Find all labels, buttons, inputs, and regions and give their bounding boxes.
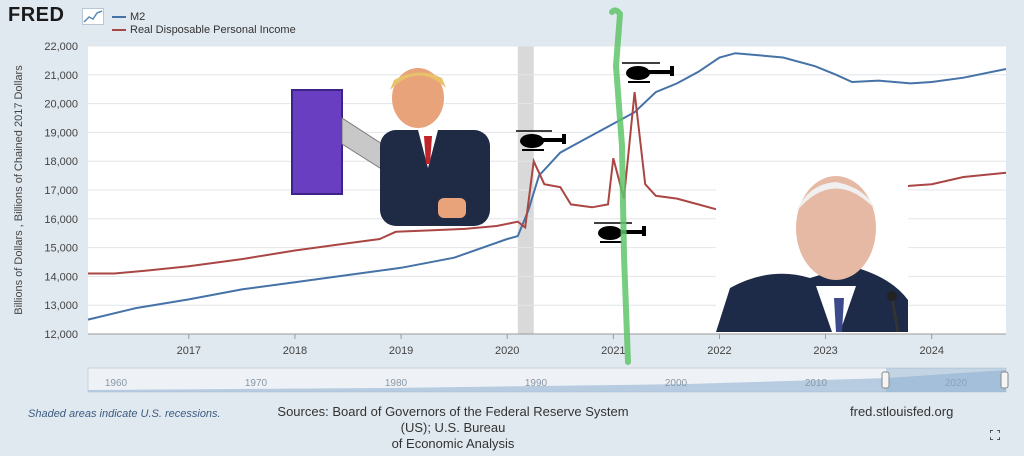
navigator-selection [886,368,1006,392]
helicopter-icon [516,130,566,151]
trump-with-saw-photo [291,68,490,226]
navigator-label: 1980 [385,378,408,389]
legend-item-income[interactable]: Real Disposable Personal Income [112,23,296,36]
series-line-m2 [87,52,1007,321]
purple-board [291,89,343,195]
x-tick-label: 2021 [601,345,625,357]
navigator-label: 2010 [805,378,828,389]
y-tick-label: 13,000 [44,300,78,312]
y-tick-label: 20,000 [44,99,78,111]
fred-chart-icon [82,8,104,25]
x-tick-label: 2024 [919,345,943,357]
y-tick-label: 15,000 [44,243,78,255]
site-link[interactable]: fred.stlouisfed.org [850,404,954,419]
red-tie [424,136,432,164]
navigator-series [88,370,1006,392]
suit [716,266,908,332]
x-tick-label: 2020 [495,345,519,357]
x-tick-label: 2019 [389,345,413,357]
green-vertical-marker [609,7,631,365]
navigator-handle-right [1000,371,1009,389]
recession-note: Shaded areas indicate U.S. recessions. [28,408,221,420]
helicopter-icon [622,62,674,83]
fred-logo[interactable]: FRED [8,4,65,26]
y-axis-label: Billions of Dollars , Billions of Chaine… [13,65,25,315]
legend: M2 Real Disposable Personal Income [112,10,296,36]
y-tick-label: 19,000 [44,127,78,139]
x-tick-label: 2023 [813,345,837,357]
sources-line-1: Sources: Board of Governors of the Feder… [277,404,629,435]
legend-item-m2[interactable]: M2 [112,10,296,23]
y-tick-label: 18,000 [44,156,78,168]
microphone [890,297,900,332]
navigator-label: 2020 [945,378,968,389]
sources-text: Sources: Board of Governors of the Feder… [262,404,644,452]
face [796,176,876,280]
x-tick-label: 2017 [177,345,201,357]
navigator-label: 1990 [525,378,548,389]
x-tick-label: 2022 [707,345,731,357]
y-tick-label: 21,000 [44,70,78,82]
expand-icon[interactable] [990,430,1000,440]
tie [834,298,844,332]
hair [390,72,446,90]
y-tick-label: 17,000 [44,185,78,197]
y-tick-label: 22,000 [44,41,78,53]
navigator-handle-left [881,371,890,389]
navigator-label: 1960 [105,378,128,389]
navigator-label: 2000 [665,378,688,389]
y-tick-label: 14,000 [44,271,78,283]
hand [438,198,466,218]
suit-body [380,130,490,226]
biden-photo [716,170,908,332]
navigator-label: 1970 [245,378,268,389]
legend-label-m2: M2 [130,10,146,23]
hair [796,182,876,212]
legend-swatch-m2 [112,15,126,18]
y-tick-label: 16,000 [44,214,78,226]
y-tick-label: 12,000 [44,329,78,341]
sources-line-2: of Economic Analysis [391,436,515,451]
legend-label-income: Real Disposable Personal Income [130,23,296,36]
x-tick-label: 2018 [283,345,307,357]
legend-swatch-income [112,28,126,31]
face [392,68,444,128]
